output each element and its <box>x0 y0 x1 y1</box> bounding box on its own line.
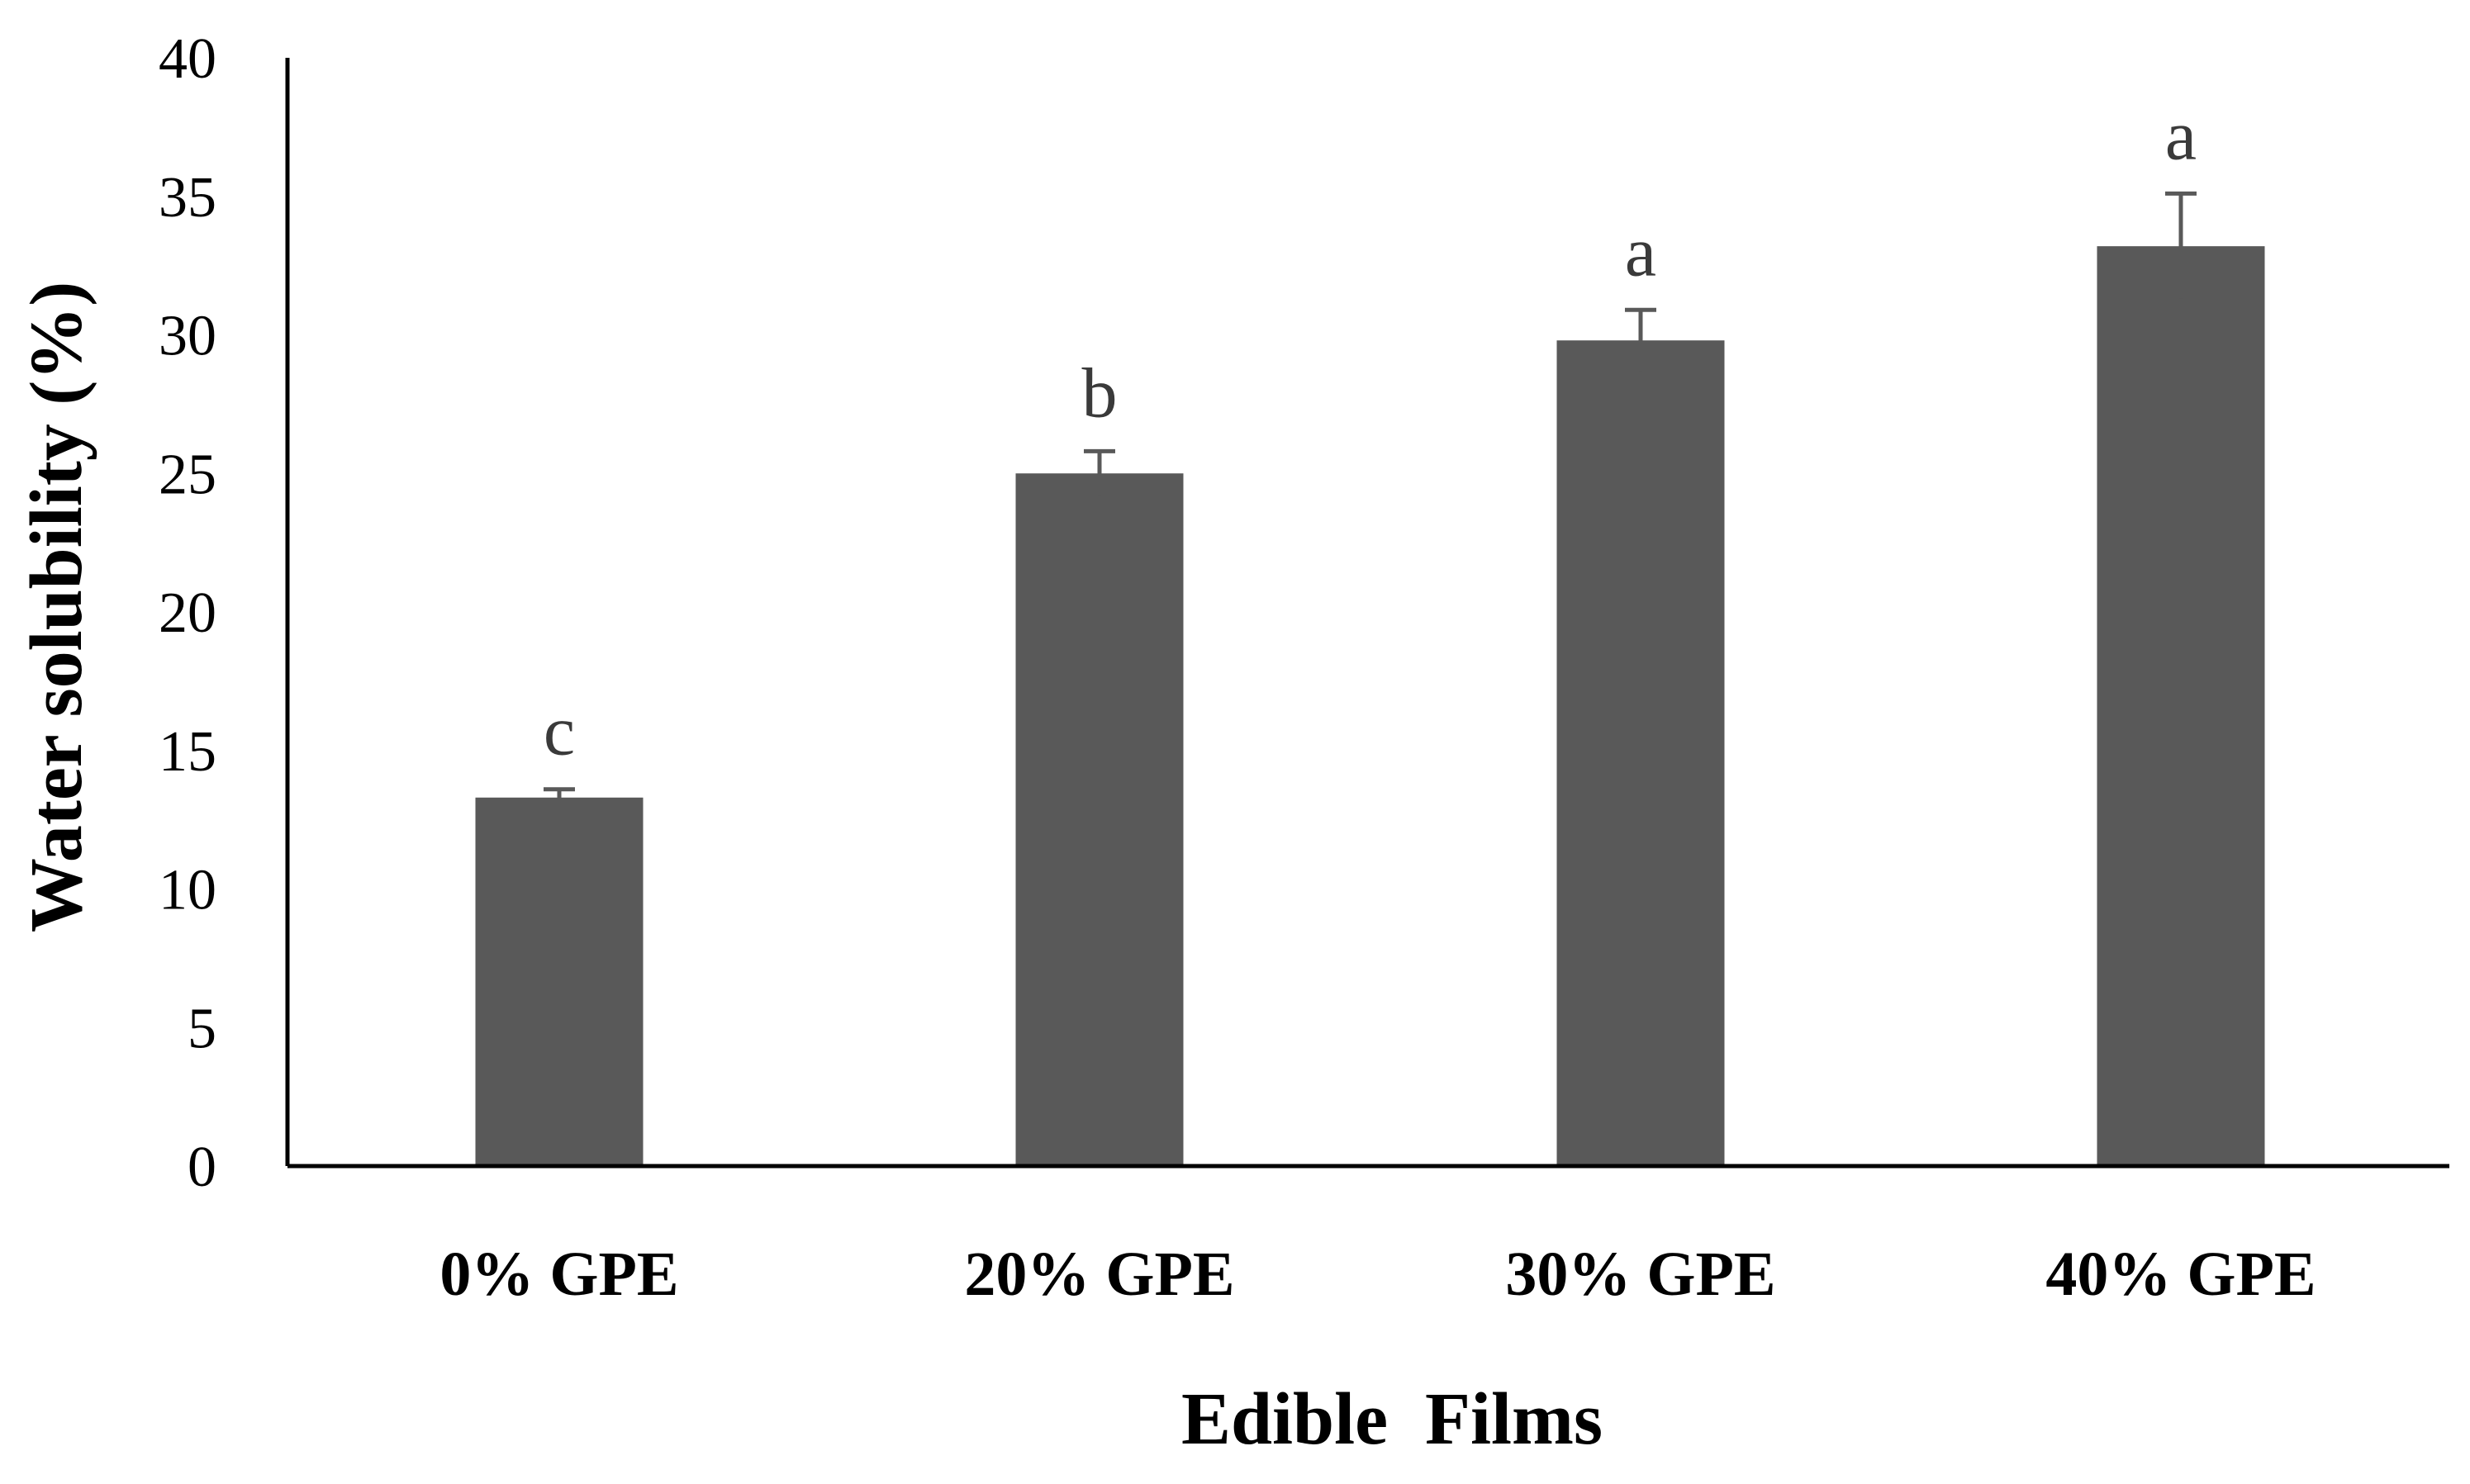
bar <box>2097 246 2265 1166</box>
bars <box>475 246 2265 1167</box>
y-axis-ticks: 0 5 10 15 20 25 30 35 40 <box>159 27 216 1199</box>
y-tick-label: 0 <box>188 1136 216 1199</box>
significance-letter: a <box>2165 95 2197 174</box>
y-axis-title: Water solubility (%) <box>16 282 97 932</box>
y-tick-label: 25 <box>159 443 216 506</box>
significance-letter: b <box>1082 353 1118 432</box>
x-tick-label: 0% GPE <box>439 1240 678 1309</box>
x-tick-label: 20% GPE <box>964 1240 1234 1309</box>
significance-labels: c b a a <box>544 95 2197 770</box>
y-tick-label: 40 <box>159 27 216 91</box>
error-bars <box>544 191 2197 806</box>
significance-letter: a <box>1625 211 1656 291</box>
y-tick-label: 30 <box>159 305 216 368</box>
y-tick-label: 20 <box>159 581 216 645</box>
x-tick-label: 30% GPE <box>1505 1240 1775 1309</box>
bar <box>475 797 644 1166</box>
y-tick-label: 10 <box>159 859 216 922</box>
bar <box>1015 473 1184 1166</box>
x-axis-title: Edible Films <box>1181 1378 1603 1460</box>
y-tick-label: 15 <box>159 720 216 784</box>
bar <box>1556 340 1725 1167</box>
x-axis-ticks: 0% GPE 20% GPE 30% GPE 40% GPE <box>439 1240 2316 1309</box>
y-tick-label: 35 <box>159 166 216 230</box>
y-tick-label: 5 <box>188 997 216 1060</box>
x-tick-label: 40% GPE <box>2045 1240 2316 1309</box>
significance-letter: c <box>544 691 575 770</box>
